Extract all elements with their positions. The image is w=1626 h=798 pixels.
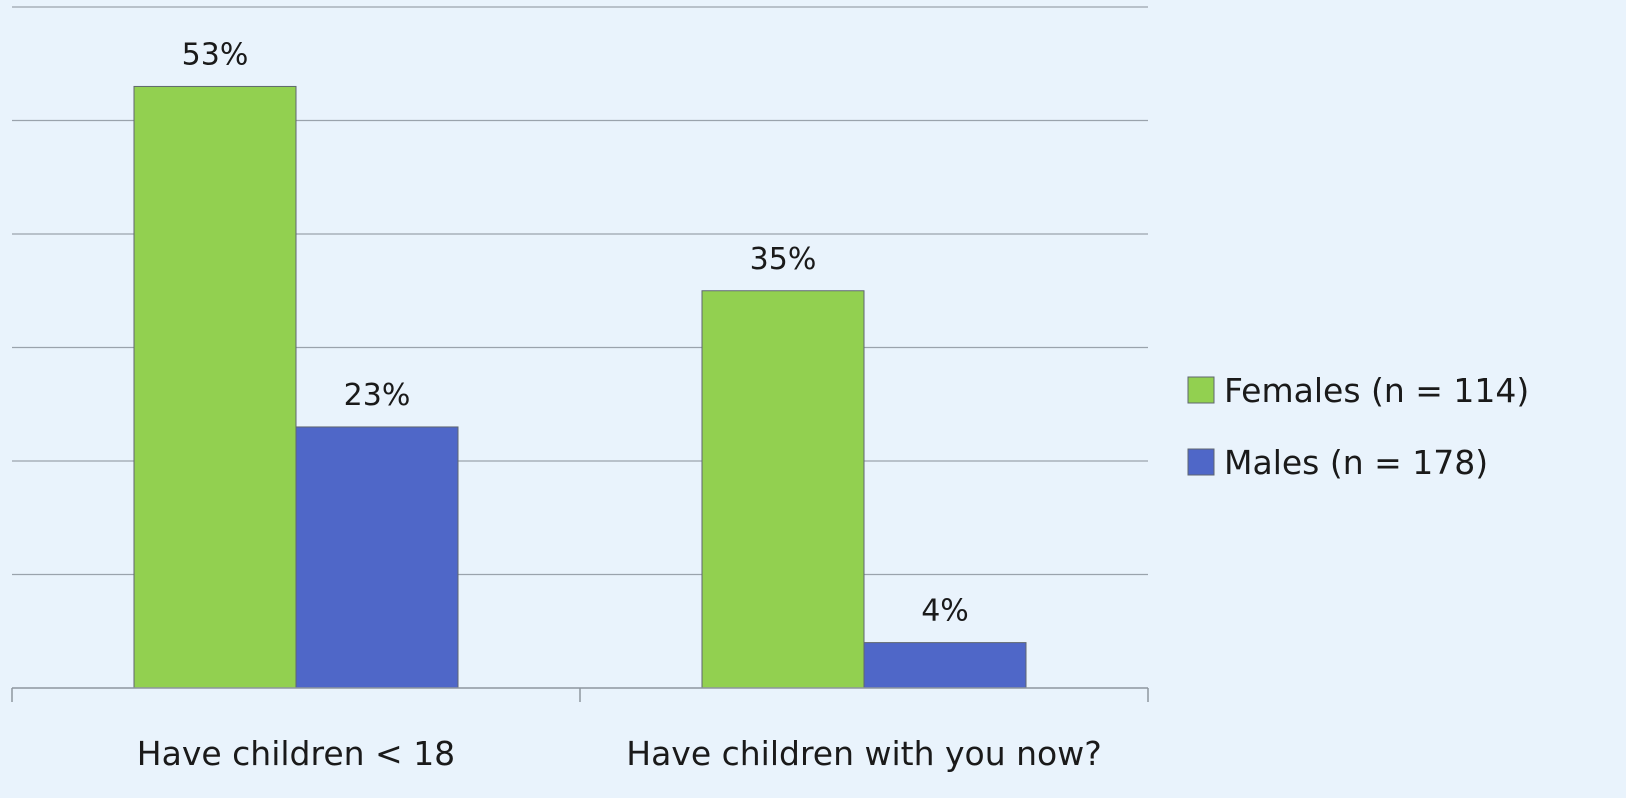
data-label: 4% (921, 594, 969, 629)
bar-males-2 (863, 642, 1027, 689)
legend: Females (n = 114) Males (n = 178) (1187, 371, 1529, 482)
data-label: 35% (750, 242, 817, 277)
bar-labels: 53% 23% 35% 4% (182, 37, 969, 628)
legend-swatch-females (1187, 376, 1215, 404)
category-label: Have children < 18 (137, 734, 455, 773)
x-axis: Have children < 18 Have children with you… (11, 687, 1149, 773)
bar-females-1 (133, 85, 297, 689)
category-label: Have children with you now? (626, 734, 1102, 773)
data-label: 53% (182, 37, 249, 72)
legend-label-males: Males (n = 178) (1224, 443, 1488, 482)
legend-label-females: Females (n = 114) (1224, 371, 1529, 410)
data-label: 23% (344, 378, 411, 413)
bar-males-1 (295, 426, 459, 689)
bars (133, 85, 1027, 689)
legend-swatch-males (1187, 448, 1215, 476)
bar-females-2 (701, 290, 865, 689)
